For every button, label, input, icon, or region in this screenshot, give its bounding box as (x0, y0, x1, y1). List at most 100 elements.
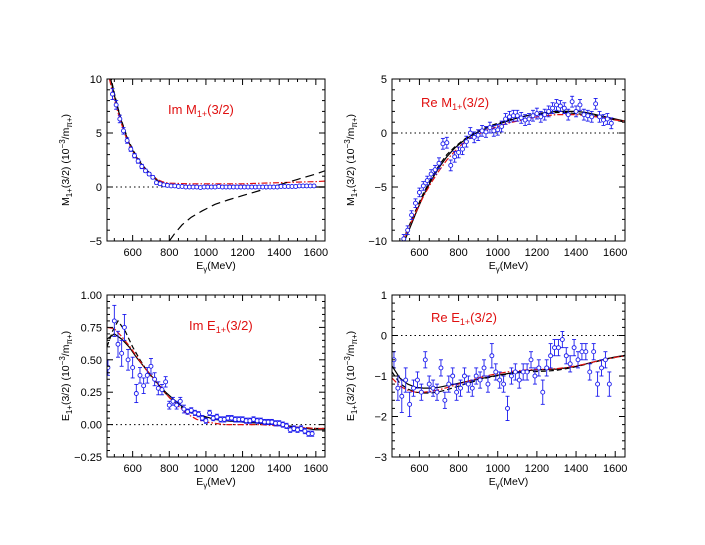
data-point (415, 377, 420, 383)
y-tick-label: 0.50 (81, 355, 102, 367)
data-point (309, 431, 315, 437)
y-axis-title: E1+(3/2) (10−3/mπ+) (58, 331, 74, 421)
data-point (571, 345, 577, 351)
data-point (420, 183, 426, 189)
data-point (469, 385, 475, 391)
y-tick-label: −5 (89, 236, 102, 248)
x-axis-title: Eγ(MeV) (489, 260, 529, 274)
data-point (544, 365, 550, 371)
data-point (432, 167, 438, 173)
data-point (125, 357, 131, 363)
data-point (452, 154, 458, 160)
data-point (465, 381, 471, 387)
data-point (150, 174, 156, 180)
y-tick-label: −0.25 (74, 452, 102, 464)
data-point (546, 108, 552, 114)
data-point (139, 164, 145, 169)
x-tick-label: 1400 (564, 247, 588, 259)
plot-frame (391, 78, 626, 242)
data-point (495, 127, 501, 133)
data-point (585, 113, 591, 119)
data-point (499, 124, 505, 129)
data-point (526, 116, 532, 122)
data-point (565, 112, 571, 118)
data-point (579, 349, 585, 355)
data-point (166, 402, 172, 408)
y-tick-label: 5 (96, 128, 102, 140)
y-tick-label: 10 (90, 74, 102, 86)
data-point (438, 365, 444, 371)
y-tick-label: −3 (374, 452, 387, 464)
y-tick-label: 0.25 (81, 387, 102, 399)
data-point (548, 353, 554, 359)
data-point (550, 105, 556, 111)
data-point (188, 407, 194, 413)
data-point (595, 381, 601, 387)
data-point (501, 381, 507, 387)
plot-area (107, 304, 325, 437)
y-tick-label: −1 (374, 371, 387, 383)
y-tick-label: −5 (374, 182, 387, 194)
data-point (593, 101, 599, 107)
data-point (485, 381, 491, 387)
y-tick-label: −2 (374, 412, 387, 424)
data-point (430, 385, 436, 391)
data-point (146, 171, 152, 177)
data-point (481, 365, 487, 371)
data-point (577, 102, 583, 108)
model-curve-dashed (107, 319, 325, 430)
data-point (479, 128, 485, 134)
data-point (581, 112, 587, 118)
data-point (401, 236, 407, 241)
x-tick-label: 1400 (267, 247, 291, 259)
data-point (141, 383, 147, 389)
y-tick-label: 1 (381, 290, 387, 302)
data-point (569, 99, 575, 105)
data-point (144, 372, 150, 378)
data-point (528, 357, 534, 363)
x-tick-label: 1000 (485, 247, 509, 259)
plot-frame (106, 78, 326, 242)
data-point (520, 369, 526, 375)
plot-frame (106, 294, 326, 458)
data-point (597, 114, 602, 120)
data-point (177, 398, 183, 404)
x-tick-label: 800 (160, 463, 178, 475)
data-point (137, 372, 143, 378)
data-point (207, 410, 213, 416)
data-point (132, 153, 137, 159)
panel-label: Im E1+(3/2) (189, 318, 253, 335)
plot-area (392, 331, 625, 421)
data-point (563, 353, 569, 359)
data-point (214, 414, 220, 420)
data-point (471, 134, 477, 140)
data-point (542, 112, 548, 118)
data-point (121, 128, 126, 134)
data-point (514, 113, 520, 119)
data-point (117, 116, 123, 122)
data-point (540, 389, 546, 395)
x-tick-label: 1200 (230, 247, 254, 259)
data-point (534, 111, 540, 117)
x-tick-label: 600 (410, 463, 428, 475)
data-point (573, 108, 579, 114)
data-point (493, 369, 499, 375)
data-point (575, 357, 581, 363)
data-point (475, 132, 481, 138)
data-point (555, 345, 561, 351)
data-point (409, 212, 415, 218)
data-point (599, 365, 604, 371)
x-tick-label: 800 (449, 463, 467, 475)
data-point (405, 227, 411, 233)
data-point (152, 376, 158, 382)
data-point (110, 91, 115, 97)
data-point (113, 102, 119, 108)
model-curve-longdash (168, 170, 325, 241)
data-point (159, 387, 165, 393)
data-point (567, 361, 573, 367)
y-tick-label: 0 (381, 331, 387, 343)
data-point (174, 402, 180, 408)
data-point (561, 105, 567, 111)
data-point (143, 168, 148, 174)
data-point (413, 200, 418, 206)
